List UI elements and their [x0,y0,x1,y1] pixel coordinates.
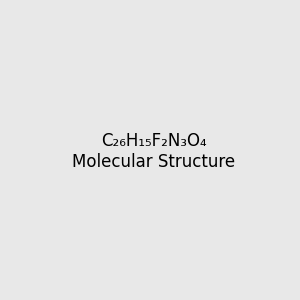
Text: C₂₆H₁₅F₂N₃O₄
Molecular Structure: C₂₆H₁₅F₂N₃O₄ Molecular Structure [72,132,235,171]
